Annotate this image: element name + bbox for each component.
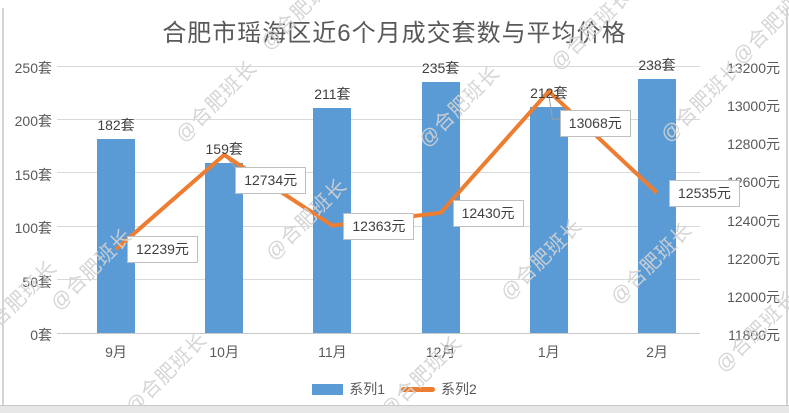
watermark-text: @合肥班长 [171,56,262,147]
x-axis-label: 11月 [318,344,347,360]
legend-label: 系列1 [349,381,385,397]
bar[interactable] [529,106,568,333]
bar-value-label: 212套 [530,84,568,101]
right-axis-tick: 13200元 [727,60,780,76]
watermark-text: @合肥班长 [376,331,467,413]
left-axis-tick: 100套 [14,220,52,237]
line-series-swatch-icon [401,386,435,392]
right-axis-tick: 12200元 [727,250,780,267]
gridline [57,332,700,334]
price-label-box[interactable]: 12734元 [235,166,307,194]
gridline [57,279,700,281]
bar-series-swatch-icon [312,383,344,395]
x-axis-label: 1月 [537,344,560,360]
left-axis-tick: 250套 [14,60,52,76]
left-axis-tick: 150套 [14,166,52,183]
chart-legend: 系列1 系列2 [0,379,789,399]
legend-item-series2[interactable]: 系列2 [401,379,477,399]
window-bottom-strip [0,405,789,413]
right-axis-tick: 12800元 [727,136,780,153]
bar-value-label: 182套 [97,116,135,133]
price-label-box[interactable]: 13068元 [559,110,631,138]
legend-item-series1[interactable]: 系列1 [312,379,385,399]
bar-value-label: 211套 [314,85,351,102]
right-axis-tick: 12000元 [727,288,780,305]
legend-label: 系列2 [441,381,477,397]
right-axis-tick: 11800元 [728,327,780,343]
bar-value-label: 235套 [421,60,460,77]
window-edge-left [2,8,4,406]
watermark-text: @合肥班长 [121,328,212,413]
chart-title: 合肥市瑶海区近6个月成交套数与平均价格 [162,20,627,47]
left-axis-tick: 200套 [14,113,52,130]
left-axis-tick: 0套 [30,327,52,343]
x-axis-label: 2月 [646,344,668,360]
x-axis-label: 10月 [209,344,239,360]
price-label-box[interactable]: 12535元 [669,179,740,207]
gridline [57,172,700,174]
x-axis-label: 12月 [425,344,456,360]
x-axis-label: 9月 [105,344,127,360]
window-edge-right [786,8,788,406]
right-axis-tick: 12600元 [727,174,780,191]
left-axis-tick: 50套 [22,273,52,290]
bar-value-label: 159套 [205,141,243,158]
gridline [57,65,700,67]
price-label-box[interactable]: 12239元 [127,236,198,264]
right-axis-tick: 13000元 [727,98,780,115]
right-axis-tick: 12400元 [727,212,780,229]
price-label-box[interactable]: 12363元 [343,212,415,240]
bar-value-label: 238套 [638,56,676,73]
price-label-box[interactable]: 12430元 [452,199,524,227]
